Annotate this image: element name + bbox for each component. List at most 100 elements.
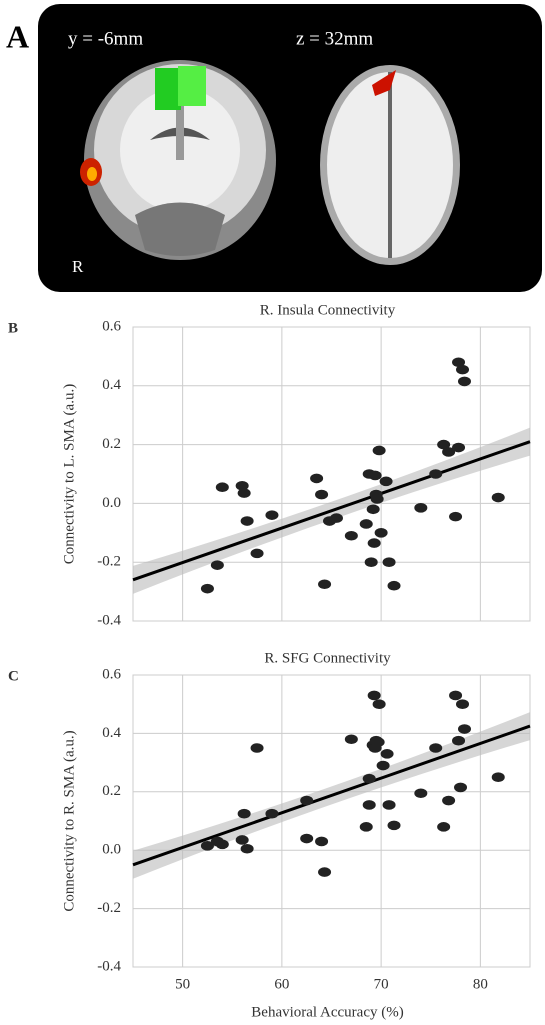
data-point — [442, 447, 456, 457]
y-tick-label: 0.6 — [102, 666, 121, 682]
data-point — [456, 364, 470, 375]
x-tick-label: 70 — [374, 976, 389, 992]
data-point — [368, 470, 382, 481]
panel-a: A y = -6mm z = 32mm R — [6, 4, 542, 292]
data-point — [362, 773, 376, 784]
chart-title: R. SFG Connectivity — [264, 650, 391, 666]
data-point — [414, 503, 428, 513]
x-tick-label: 50 — [175, 976, 190, 992]
y-tick-label: 0.2 — [102, 436, 121, 452]
data-point — [300, 795, 314, 806]
axial-slice — [320, 65, 460, 265]
data-point — [344, 530, 358, 541]
data-point — [382, 800, 396, 810]
data-point — [442, 795, 456, 806]
data-point — [414, 788, 428, 799]
data-point — [449, 511, 463, 522]
data-point — [452, 442, 466, 453]
side-label: R — [72, 257, 84, 276]
data-point — [237, 808, 251, 819]
fit-line — [132, 440, 531, 582]
y-tick-label: -0.4 — [97, 612, 121, 628]
data-point — [210, 560, 224, 570]
y-tick-label: -0.2 — [97, 900, 121, 916]
data-point — [491, 772, 505, 782]
data-point — [265, 808, 279, 819]
data-point — [367, 690, 381, 701]
panel-letter: C — [8, 668, 19, 684]
data-point — [429, 469, 443, 479]
data-point — [376, 760, 390, 771]
data-point — [457, 724, 471, 734]
data-point — [200, 583, 214, 594]
data-point — [379, 476, 393, 487]
data-point — [491, 492, 505, 503]
data-point — [372, 699, 386, 709]
data-point — [240, 516, 254, 526]
data-point — [237, 488, 251, 498]
y-tick-label: 0.4 — [102, 377, 121, 393]
data-point — [449, 690, 463, 701]
x-axis-label: Behavioral Accuracy (%) — [251, 1004, 403, 1020]
y-tick-label: 0.0 — [102, 842, 121, 858]
x-tick-label: 60 — [274, 976, 289, 992]
data-point — [456, 699, 470, 709]
slice-label: y = -6mm — [68, 28, 143, 49]
plot-area — [132, 674, 531, 968]
data-point — [367, 538, 381, 548]
data-point — [374, 528, 388, 538]
plot-area — [132, 326, 531, 622]
data-point — [372, 445, 386, 456]
data-point — [452, 735, 466, 746]
data-point — [235, 835, 249, 845]
y-tick-label: -0.4 — [97, 958, 121, 974]
data-point — [265, 510, 279, 520]
data-point — [315, 836, 329, 847]
data-point — [437, 439, 451, 450]
chart-title: R. Insula Connectivity — [260, 302, 396, 318]
y-axis-label: Connectivity to L. SMA (a.u.) — [61, 384, 77, 564]
data-point — [370, 494, 384, 504]
y-axis-label: Connectivity to R. SMA (a.u.) — [61, 730, 77, 911]
data-point — [200, 841, 214, 851]
data-point — [250, 743, 264, 753]
data-point — [362, 800, 376, 810]
data-point — [235, 480, 249, 491]
data-point — [359, 519, 373, 529]
data-point — [344, 734, 358, 745]
data-point — [366, 504, 380, 515]
data-point — [215, 482, 229, 493]
y-tick-label: 0.2 — [102, 783, 121, 799]
data-point — [215, 839, 229, 850]
coronal-slice — [80, 60, 276, 260]
x-tick-label: 80 — [473, 976, 488, 992]
data-point — [454, 782, 468, 793]
data-point — [300, 833, 314, 844]
data-point — [318, 867, 332, 877]
y-tick-label: 0.4 — [102, 725, 121, 741]
data-point — [359, 822, 373, 832]
slice-label: z = 32mm — [296, 28, 373, 49]
data-point — [429, 743, 443, 753]
panel-letter: A — [6, 18, 29, 54]
data-point — [329, 513, 343, 523]
charts: B R. Insula Connectivity Connectivity to L… — [8, 302, 531, 1020]
panel-letter: B — [8, 320, 18, 336]
data-point — [310, 473, 324, 484]
data-point — [371, 737, 385, 747]
y-tick-label: 0.6 — [102, 318, 121, 334]
data-point — [315, 489, 329, 500]
data-point — [452, 357, 466, 368]
data-point — [387, 580, 401, 591]
data-point — [380, 749, 394, 759]
data-point — [382, 557, 396, 567]
data-point — [457, 376, 471, 387]
y-tick-label: 0.0 — [102, 495, 121, 511]
y-tick-label: -0.2 — [97, 554, 121, 570]
data-point — [318, 579, 332, 590]
data-point — [437, 822, 451, 832]
data-point — [250, 548, 264, 559]
data-point — [387, 820, 401, 831]
data-point — [240, 843, 254, 854]
